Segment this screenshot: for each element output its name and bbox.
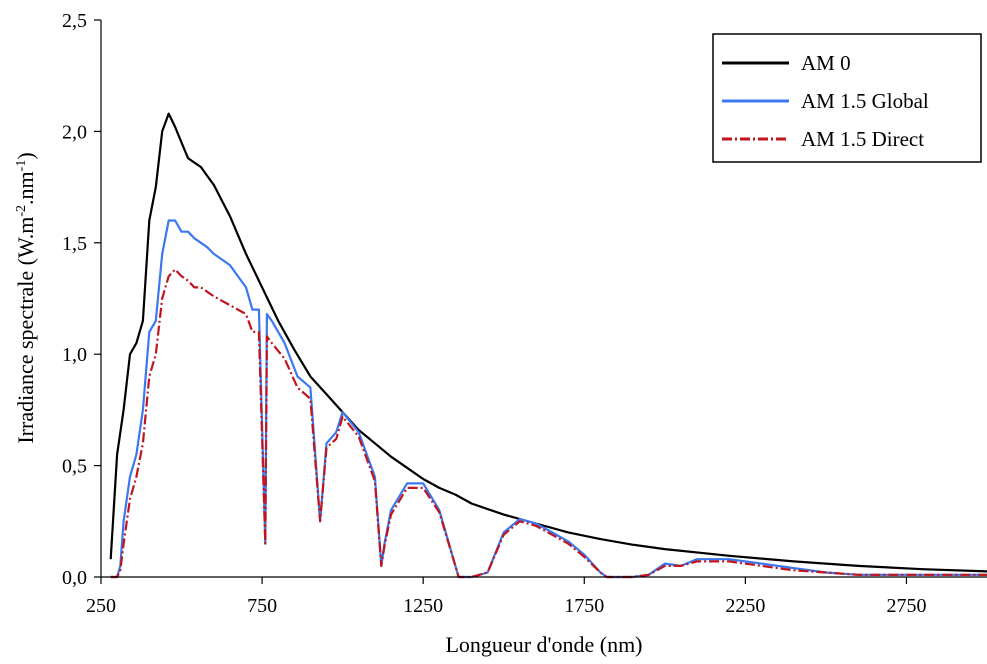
y-axis-title-mid: .nm (13, 171, 38, 205)
x-tick-label: 750 (247, 595, 277, 617)
plot-area: 250 750 1250 1750 2250 2750 0,0 0,5 1,0 1,5 2,0 2,… (62, 10, 987, 617)
y-axis-title-sup2: -1 (14, 160, 29, 172)
series-line-2 (110, 268, 987, 579)
y-tick-label: 1,5 (62, 233, 87, 255)
y-tick-label: 0,0 (62, 567, 87, 589)
y-tick-label: 1,0 (62, 344, 87, 366)
x-tick-label: 2250 (725, 595, 765, 617)
y-axis-title-sup1: -2 (14, 205, 29, 217)
legend-label-2: AM 1.5 Direct (801, 127, 924, 151)
x-tick-label: 2750 (886, 595, 926, 617)
legend: AM 0 AM 1.5 Global AM 1.5 Direct (712, 33, 982, 163)
x-ticks: 250 750 1250 1750 2250 2750 (86, 577, 926, 617)
legend-label-1: AM 1.5 Global (801, 89, 929, 113)
legend-label-0: AM 0 (801, 51, 851, 75)
y-axis-title-end: ) (13, 152, 38, 159)
x-tick-label: 250 (86, 595, 116, 617)
x-tick-label: 1750 (564, 595, 604, 617)
series-layer (109, 112, 987, 579)
legend-items: AM 0 AM 1.5 Global AM 1.5 Direct (722, 51, 929, 151)
y-tick-label: 2,5 (62, 10, 87, 32)
legend-box (712, 33, 982, 163)
y-axis-title-main: Irradiance spectrale (W.m (13, 217, 38, 444)
y-tick-label: 2,0 (62, 121, 87, 143)
x-axis-title: Longueur d'onde (nm) (445, 632, 642, 657)
x-tick-label: 1250 (403, 595, 443, 617)
series-line-1 (110, 219, 987, 579)
y-ticks: 0,0 0,5 1,0 1,5 2,0 2,5 (62, 10, 101, 589)
y-axis-title: Irradiance spectrale (W.m-2.nm-1) (13, 152, 38, 443)
series-line-0 (109, 112, 987, 573)
y-tick-label: 0,5 (62, 456, 87, 478)
